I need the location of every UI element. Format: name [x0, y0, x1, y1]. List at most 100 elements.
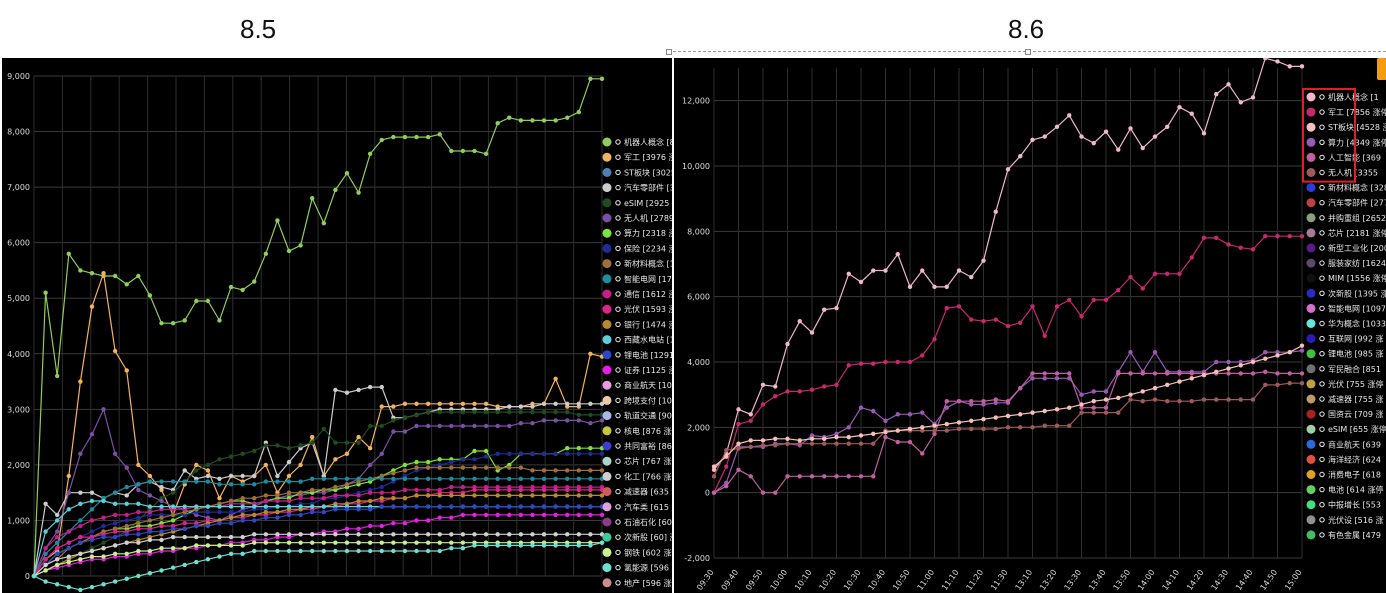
legend-swatch[interactable]	[602, 335, 612, 345]
legend-label[interactable]: 电池 [614 涨停	[1328, 485, 1383, 495]
legend-label[interactable]: 次新股 [60] 涨	[624, 532, 672, 542]
legend-swatch[interactable]	[1306, 303, 1316, 313]
legend-label[interactable]: 氢能源 [596 涨	[624, 563, 672, 573]
legend-label[interactable]: 锂电池 [985 涨	[1328, 349, 1383, 359]
legend-swatch[interactable]	[602, 350, 612, 360]
legend-swatch[interactable]	[602, 152, 612, 162]
legend-label[interactable]: 新型工业化 [200	[1328, 243, 1386, 253]
legend-label[interactable]: 西藏水电站 [1	[624, 335, 672, 345]
legend-label[interactable]: 新材料概念 [328	[1328, 183, 1386, 193]
legend-swatch[interactable]	[1306, 409, 1316, 419]
legend-swatch[interactable]	[1306, 258, 1316, 268]
legend-label[interactable]: 核电 [876 涨停	[624, 426, 672, 436]
legend-swatch[interactable]	[1306, 334, 1316, 344]
legend-label[interactable]: 无人机 [2789	[624, 213, 672, 223]
legend-swatch[interactable]	[1306, 107, 1316, 117]
legend-label[interactable]: 商业航天 [639	[1328, 439, 1381, 449]
legend-label[interactable]: 光伏设 [516 涨	[1328, 515, 1383, 525]
resize-handle[interactable]	[666, 49, 672, 55]
legend-label[interactable]: 轨道交通 [909	[624, 411, 672, 421]
legend-label[interactable]: 算力 [4349 涨停:	[1328, 137, 1386, 147]
legend-swatch[interactable]	[1306, 470, 1316, 479]
resize-handle[interactable]	[1025, 49, 1031, 55]
legend-label[interactable]: 机器人概念 [1	[1328, 92, 1379, 102]
legend-swatch[interactable]	[602, 578, 612, 588]
legend-swatch[interactable]	[1306, 454, 1316, 464]
legend-swatch[interactable]	[602, 380, 612, 390]
legend-label[interactable]: 并购重组 [2652	[1328, 213, 1386, 223]
legend-swatch[interactable]	[1306, 183, 1316, 193]
legend-label[interactable]: ST板块 [4528 涨停:	[1328, 122, 1386, 132]
legend-swatch[interactable]	[602, 304, 612, 314]
legend-swatch[interactable]	[1306, 515, 1316, 525]
legend-label[interactable]: 汽车零部件 [277	[1328, 198, 1386, 208]
legend-label[interactable]: 国资云 [709 涨	[1328, 409, 1383, 419]
legend-swatch[interactable]	[1306, 92, 1316, 102]
legend-swatch[interactable]	[602, 319, 612, 329]
legend-swatch[interactable]	[602, 532, 612, 542]
legend-swatch[interactable]	[1306, 379, 1316, 389]
legend-label[interactable]: 减速器 [755 涨	[1328, 394, 1383, 404]
legend-swatch[interactable]	[1306, 485, 1316, 495]
legend-swatch[interactable]	[602, 213, 612, 223]
legend-label[interactable]: 华为概念 [1033	[1328, 319, 1386, 329]
legend-label[interactable]: 服装家纺 [1624	[1328, 258, 1386, 268]
legend-label[interactable]: 锂电池 [1291	[624, 350, 672, 360]
legend-label[interactable]: 光伏 [1593 涨	[624, 304, 672, 314]
legend-swatch[interactable]	[1306, 152, 1316, 162]
legend-swatch[interactable]	[1306, 349, 1316, 359]
legend-swatch[interactable]	[602, 411, 612, 421]
legend-swatch[interactable]	[602, 563, 612, 573]
legend-label[interactable]: 跨境支付 [1051	[624, 395, 672, 405]
legend-swatch[interactable]	[602, 228, 612, 238]
legend-swatch[interactable]	[1306, 213, 1316, 223]
legend-label[interactable]: 军工 [3976 涨	[624, 152, 672, 162]
legend-swatch[interactable]	[1306, 319, 1316, 328]
legend-label[interactable]: 有色金属 [479	[1328, 530, 1381, 540]
legend-swatch[interactable]	[602, 395, 612, 405]
legend-swatch[interactable]	[602, 198, 612, 208]
legend-label[interactable]: 智能电网 [1097	[1328, 303, 1386, 313]
legend-swatch[interactable]	[602, 456, 612, 466]
legend-label[interactable]: 新材料概念 [1	[624, 259, 672, 269]
legend-label[interactable]: eSIM [655 涨停	[1328, 424, 1386, 434]
legend-swatch[interactable]	[602, 167, 612, 177]
legend-swatch[interactable]	[1306, 137, 1316, 147]
legend-swatch[interactable]	[602, 183, 612, 193]
legend-label[interactable]: 汽车零部件 [3	[624, 183, 672, 193]
legend-label[interactable]: eSIM [2925 涨	[624, 198, 672, 208]
legend-label[interactable]: MIM [1556 涨停	[1328, 273, 1386, 283]
legend-label[interactable]: 算力 [2318 涨	[624, 228, 672, 238]
legend-label[interactable]: 保险 [2234 涨	[624, 243, 672, 253]
legend-label[interactable]: 海洋经济 [624	[1328, 454, 1381, 464]
legend-label[interactable]: 机器人概念 [8	[624, 137, 672, 147]
legend-swatch[interactable]	[602, 243, 612, 253]
legend-swatch[interactable]	[602, 441, 612, 451]
legend-swatch[interactable]	[1306, 168, 1316, 177]
legend-label[interactable]: 芯片 [767 涨停	[624, 456, 672, 466]
legend-swatch[interactable]	[602, 274, 612, 284]
legend-swatch[interactable]	[602, 547, 612, 557]
legend-swatch[interactable]	[1306, 424, 1316, 434]
legend-swatch[interactable]	[602, 289, 612, 299]
legend-label[interactable]: 芯片 [2181 涨停	[1328, 228, 1386, 238]
legend-label[interactable]: 汽车类 [615 涨	[624, 502, 672, 512]
legend-label[interactable]: 智能电网 [1752	[624, 274, 672, 284]
legend-swatch[interactable]	[602, 487, 612, 497]
legend-label[interactable]: 地产 [596 涨停	[624, 578, 672, 588]
legend-swatch[interactable]	[602, 502, 612, 512]
legend-swatch[interactable]	[1306, 530, 1316, 540]
legend-swatch[interactable]	[1306, 228, 1316, 238]
legend-label[interactable]: 光伏 [755 涨停	[1328, 379, 1383, 389]
legend-label[interactable]: 减速器 [635 涨	[624, 487, 672, 497]
legend-swatch[interactable]	[1306, 288, 1316, 298]
legend-swatch[interactable]	[1306, 198, 1316, 208]
legend-label[interactable]: 钢铁 [602 涨停	[624, 547, 672, 557]
legend-label[interactable]: 石油石化 [604	[624, 517, 672, 527]
legend-swatch[interactable]	[602, 517, 612, 527]
legend-label[interactable]: 中报增长 [553	[1328, 500, 1381, 510]
legend-swatch[interactable]	[1306, 439, 1316, 449]
legend-swatch[interactable]	[1306, 273, 1316, 283]
orange-tab[interactable]	[1377, 58, 1386, 80]
legend-swatch[interactable]	[602, 471, 612, 481]
